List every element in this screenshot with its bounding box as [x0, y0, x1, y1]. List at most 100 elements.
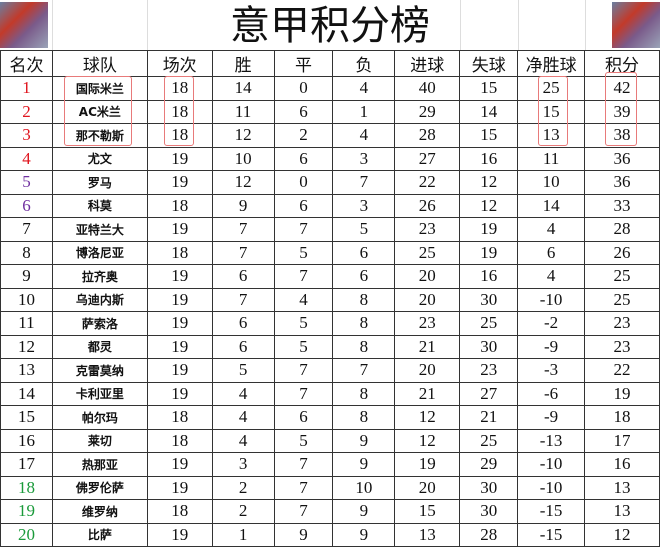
cell-played: 18: [146, 405, 213, 430]
cell-goal-diff: 4: [517, 217, 586, 242]
cell-won: 2: [211, 499, 275, 524]
cell-goals-for: 22: [394, 170, 461, 195]
cell-points: 28: [584, 217, 660, 242]
cell-goals-against: 29: [459, 452, 519, 477]
cell-rank: 8: [0, 240, 53, 265]
cell-team: 亚特兰大: [51, 217, 148, 242]
table-row: 18 佛罗伦萨 19 2 7 10 20 30 -10 13: [0, 475, 660, 500]
cell-drawn: 7: [273, 475, 334, 500]
cell-rank: 13: [0, 358, 53, 383]
cell-rank: 5: [0, 170, 53, 195]
table-row: 4 尤文 19 10 6 3 27 16 11 36: [0, 146, 660, 171]
cell-goal-diff: -2: [517, 311, 586, 336]
cell-goal-diff: 15: [517, 99, 586, 124]
cell-lost: 9: [332, 428, 396, 453]
highlight-goal-diff: [538, 76, 568, 146]
cell-lost: 9: [332, 452, 396, 477]
cell-rank: 3: [0, 123, 53, 148]
cell-won: 4: [211, 381, 275, 406]
cell-goals-for: 20: [394, 287, 461, 312]
cell-played: 19: [146, 287, 213, 312]
cell-won: 6: [211, 311, 275, 336]
cell-played: 19: [146, 522, 213, 547]
cell-won: 9: [211, 193, 275, 218]
cell-rank: 16: [0, 428, 53, 453]
table-row: 5 罗马 19 12 0 7 22 12 10 36: [0, 170, 660, 195]
cell-lost: 8: [332, 381, 396, 406]
cell-drawn: 7: [273, 264, 334, 289]
cell-rank: 19: [0, 499, 53, 524]
cell-rank: 18: [0, 475, 53, 500]
cell-points: 25: [584, 287, 660, 312]
cell-goal-diff: -15: [517, 522, 586, 547]
cell-rank: 10: [0, 287, 53, 312]
cell-won: 4: [211, 405, 275, 430]
header-lost: 负: [332, 50, 396, 77]
cell-goals-for: 19: [394, 452, 461, 477]
table-row: 12 都灵 19 6 5 8 21 30 -9 23: [0, 334, 660, 359]
cell-won: 7: [211, 240, 275, 265]
table-row: 10 乌迪内斯 19 7 4 8 20 30 -10 25: [0, 287, 660, 312]
cell-drawn: 7: [273, 499, 334, 524]
cell-rank: 17: [0, 452, 53, 477]
cell-lost: 8: [332, 311, 396, 336]
cell-team: 佛罗伦萨: [51, 475, 148, 500]
cell-won: 14: [211, 76, 275, 101]
cell-lost: 6: [332, 264, 396, 289]
cell-rank: 9: [0, 264, 53, 289]
cell-played: 18: [146, 193, 213, 218]
cell-team: 帕尔玛: [51, 405, 148, 430]
player-image-left: [0, 2, 48, 48]
cell-goals-for: 28: [394, 123, 461, 148]
cell-goals-against: 12: [459, 193, 519, 218]
cell-goal-diff: 6: [517, 240, 586, 265]
cell-goals-against: 23: [459, 358, 519, 383]
cell-played: 18: [146, 99, 213, 124]
cell-team: 比萨: [51, 522, 148, 547]
cell-goals-against: 16: [459, 146, 519, 171]
cell-goal-diff: 25: [517, 76, 586, 101]
cell-goal-diff: -10: [517, 475, 586, 500]
cell-goals-for: 21: [394, 334, 461, 359]
cell-drawn: 5: [273, 311, 334, 336]
cell-lost: 9: [332, 522, 396, 547]
cell-drawn: 7: [273, 381, 334, 406]
cell-drawn: 7: [273, 358, 334, 383]
cell-played: 19: [146, 311, 213, 336]
cell-goal-diff: 4: [517, 264, 586, 289]
cell-played: 19: [146, 217, 213, 242]
header-rank: 名次: [0, 50, 53, 77]
cell-points: 23: [584, 311, 660, 336]
cell-goals-for: 29: [394, 99, 461, 124]
cell-drawn: 5: [273, 240, 334, 265]
cell-won: 7: [211, 217, 275, 242]
cell-goals-for: 23: [394, 311, 461, 336]
cell-rank: 12: [0, 334, 53, 359]
cell-goal-diff: -9: [517, 334, 586, 359]
cell-points: 19: [584, 381, 660, 406]
highlight-points: [605, 72, 637, 146]
cell-rank: 2: [0, 99, 53, 124]
cell-goals-for: 12: [394, 428, 461, 453]
cell-goals-for: 40: [394, 76, 461, 101]
cell-goals-for: 20: [394, 358, 461, 383]
cell-lost: 8: [332, 405, 396, 430]
header-team: 球队: [51, 50, 148, 77]
cell-points: 25: [584, 264, 660, 289]
cell-goals-for: 25: [394, 240, 461, 265]
cell-team: 克雷莫纳: [51, 358, 148, 383]
cell-team: 拉齐奥: [51, 264, 148, 289]
cell-goals-against: 30: [459, 334, 519, 359]
cell-team: 罗马: [51, 170, 148, 195]
cell-points: 22: [584, 358, 660, 383]
cell-played: 19: [146, 146, 213, 171]
cell-drawn: 5: [273, 428, 334, 453]
cell-points: 36: [584, 146, 660, 171]
cell-team: 热那亚: [51, 452, 148, 477]
cell-goals-against: 15: [459, 76, 519, 101]
cell-goal-diff: 13: [517, 123, 586, 148]
cell-won: 2: [211, 475, 275, 500]
cell-rank: 1: [0, 76, 53, 101]
table-row: 19 维罗纳 18 2 7 9 15 30 -15 13: [0, 499, 660, 524]
